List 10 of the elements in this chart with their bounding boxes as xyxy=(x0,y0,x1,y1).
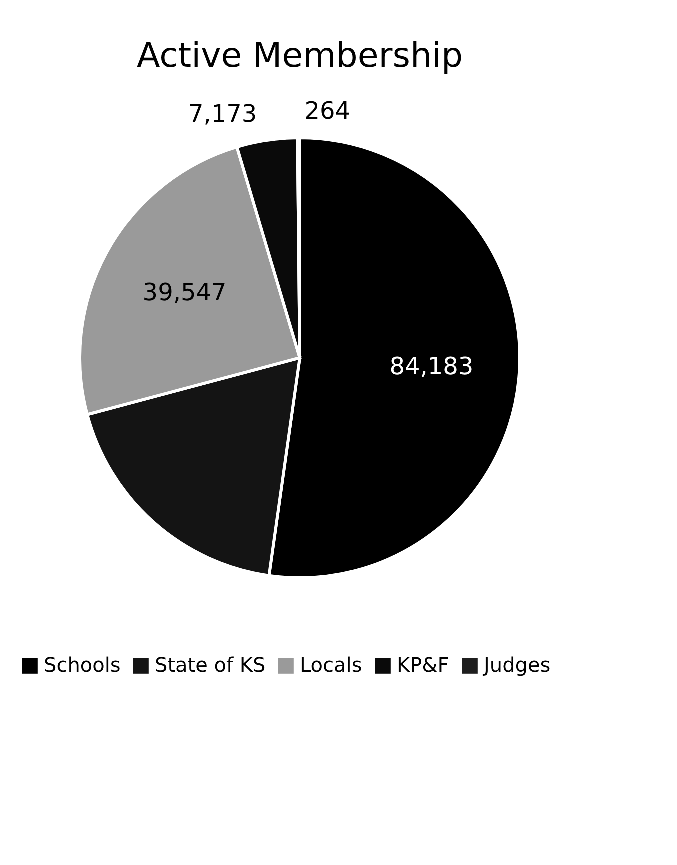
legend-label: Locals xyxy=(300,653,362,677)
data-label: 84,183 xyxy=(390,352,474,380)
legend-label: State of KS xyxy=(155,653,266,677)
legend-label: Judges xyxy=(482,653,551,677)
chart-title: Active Membership xyxy=(136,36,464,76)
data-label: 7,173 xyxy=(188,100,258,128)
data-label: 264 xyxy=(304,97,351,126)
legend-label: KP&F xyxy=(397,653,450,677)
legend-label: Schools xyxy=(44,653,121,677)
data-label: 39,547 xyxy=(142,278,227,307)
